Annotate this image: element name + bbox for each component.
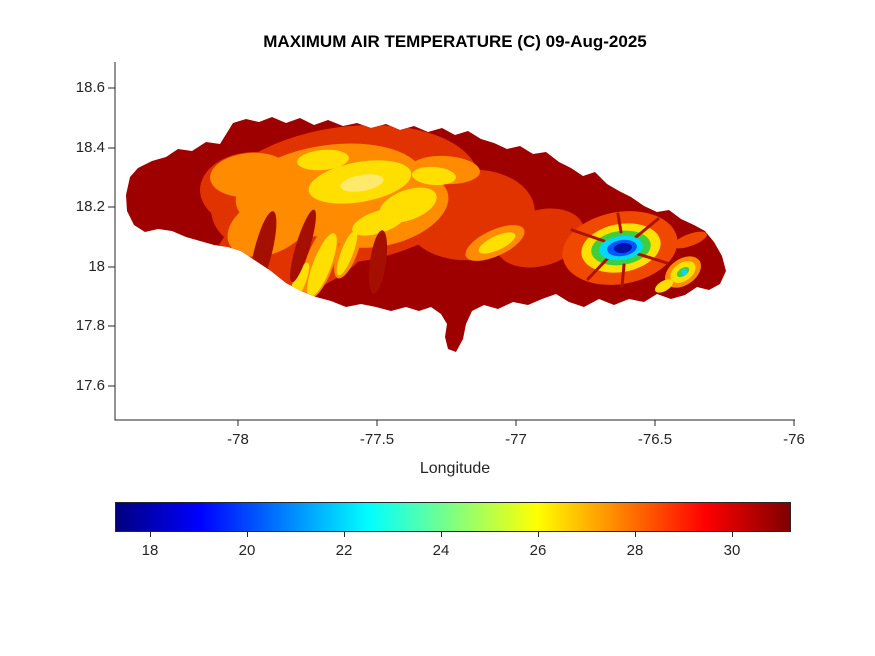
x-tick-label: -77.5 — [359, 431, 395, 448]
y-tick-label: 17.6 — [75, 377, 105, 394]
y-tick-label: 18.6 — [75, 79, 105, 96]
colorbar-tick — [538, 532, 539, 537]
blue-mountains-cool-spot — [562, 211, 678, 288]
colorbar-tick-label: 24 — [432, 542, 450, 559]
colorbar-tick-label: 28 — [626, 542, 644, 559]
jamaica-temperature-map — [126, 117, 726, 352]
colorbar-tick-label: 22 — [335, 542, 353, 559]
x-tick-label: -76.5 — [637, 431, 673, 448]
x-tick-label: -77 — [505, 431, 527, 448]
red-streaks — [570, 212, 669, 288]
colorbar-tick — [344, 532, 345, 537]
colorbar-tick-label: 30 — [723, 542, 741, 559]
colorbar-tick — [732, 532, 733, 537]
y-tick-label: 18.2 — [75, 198, 105, 215]
light-yellow-spot — [340, 174, 384, 192]
colorbar-tick — [150, 532, 151, 537]
y-tick-label: 18 — [88, 258, 105, 275]
x-axis-label: Longitude — [419, 460, 491, 477]
colorbar-tick — [441, 532, 442, 537]
colorbar-tick — [635, 532, 636, 537]
colorbar — [115, 502, 791, 532]
colorbar-tick-label: 26 — [529, 542, 547, 559]
colorbar-tick — [247, 532, 248, 537]
chart-title: MAXIMUM AIR TEMPERATURE (C) 09-Aug-2025 — [263, 32, 647, 51]
colorbar-tick-label: 18 — [141, 542, 159, 559]
y-tick-label: 17.8 — [75, 317, 105, 334]
colorbar-tick-label: 20 — [238, 542, 256, 559]
x-tick-label: -78 — [227, 431, 249, 448]
axes-box — [108, 62, 795, 426]
map-plot — [108, 62, 795, 426]
east-coast-spots — [654, 231, 708, 293]
x-tick-label: -76 — [783, 431, 805, 448]
y-tick-label: 18.4 — [75, 139, 105, 156]
